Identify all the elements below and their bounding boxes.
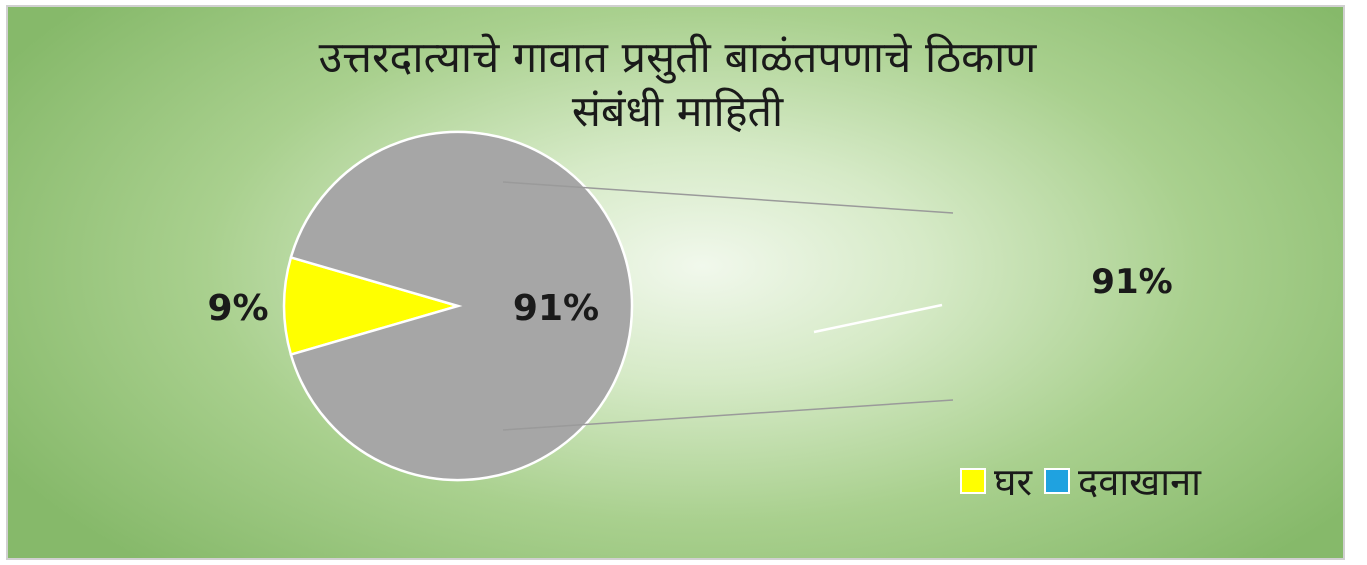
data-label-hospital: 91% (513, 288, 599, 329)
secondary-data-label: 91% (1091, 262, 1172, 302)
connector-line-top (502, 181, 954, 214)
legend-item-home: घर (960, 455, 1032, 507)
chart-title-line-2: संबंधी माहिती (571, 87, 784, 137)
legend-swatch-home (960, 468, 986, 494)
chart-title-line-1: उत्तरदात्याचे गावात प्रसुती बाळंतपणाचे ठ… (318, 33, 1037, 83)
secondary-stub-line (813, 303, 943, 334)
pie-slice-home (282, 255, 463, 357)
pie-plot: 9% 91% 91% (207, 130, 1173, 482)
legend-item-hospital: दवाखाना (1044, 455, 1201, 507)
legend-swatch-hospital (1044, 468, 1071, 494)
data-label-home: 9% (207, 288, 268, 329)
connector-line-bottom (502, 399, 954, 431)
legend: घर दवाखाना (960, 455, 1201, 507)
legend-label-home: घर (994, 460, 1033, 504)
chart-title: उत्तरदात्याचे गावात प्रसुती बाळंतपणाचे ठ… (8, 31, 1343, 139)
pie-slice-hospital (289, 130, 634, 482)
legend-label-hospital: दवाखाना (1078, 460, 1202, 504)
chart-area: उत्तरदात्याचे गावात प्रसुती बाळंतपणाचे ठ… (6, 5, 1345, 560)
